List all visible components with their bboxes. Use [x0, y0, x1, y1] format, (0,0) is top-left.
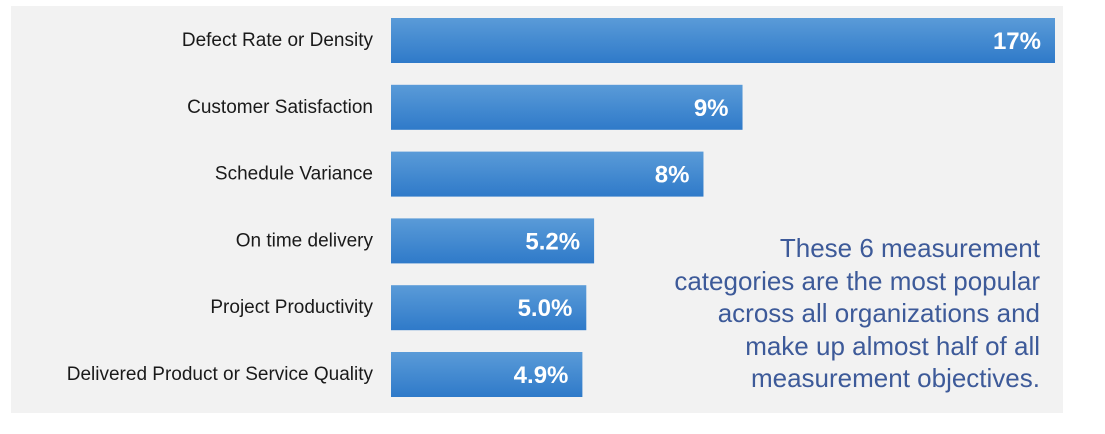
bar	[391, 151, 704, 197]
value-label: 9%	[694, 95, 729, 122]
category-label: Delivered Product or Service Quality	[67, 364, 374, 385]
bar	[391, 285, 587, 331]
category-label: On time delivery	[236, 230, 374, 251]
value-label: 4.9%	[514, 362, 569, 389]
annotation-text: These 6 measurement categories are the m…	[620, 232, 1040, 395]
category-label: Project Productivity	[210, 297, 373, 318]
category-label: Defect Rate or Density	[182, 30, 374, 51]
category-label: Customer Satisfaction	[187, 97, 373, 118]
bar	[391, 352, 583, 397]
bars-layer: Defect Rate or Density 17% Customer Satisf…	[67, 18, 1055, 397]
annotation-line: make up almost half of all	[745, 330, 1040, 361]
annotation-line: categories are the most popular	[674, 265, 1040, 296]
category-label: Schedule Variance	[215, 164, 373, 185]
bar	[391, 218, 595, 264]
annotation-line: across all organizations and	[717, 298, 1040, 328]
value-label: 5.0%	[518, 295, 573, 322]
annotation-line: These 6 measurement	[779, 233, 1040, 263]
value-label: 17%	[993, 28, 1041, 55]
bar	[391, 84, 743, 130]
value-label: 5.2%	[525, 228, 580, 255]
annotation-line: measurement objectives.	[750, 363, 1040, 393]
chart-panel	[11, 6, 1063, 413]
value-label: 8%	[655, 162, 690, 189]
bar	[391, 18, 1055, 63]
